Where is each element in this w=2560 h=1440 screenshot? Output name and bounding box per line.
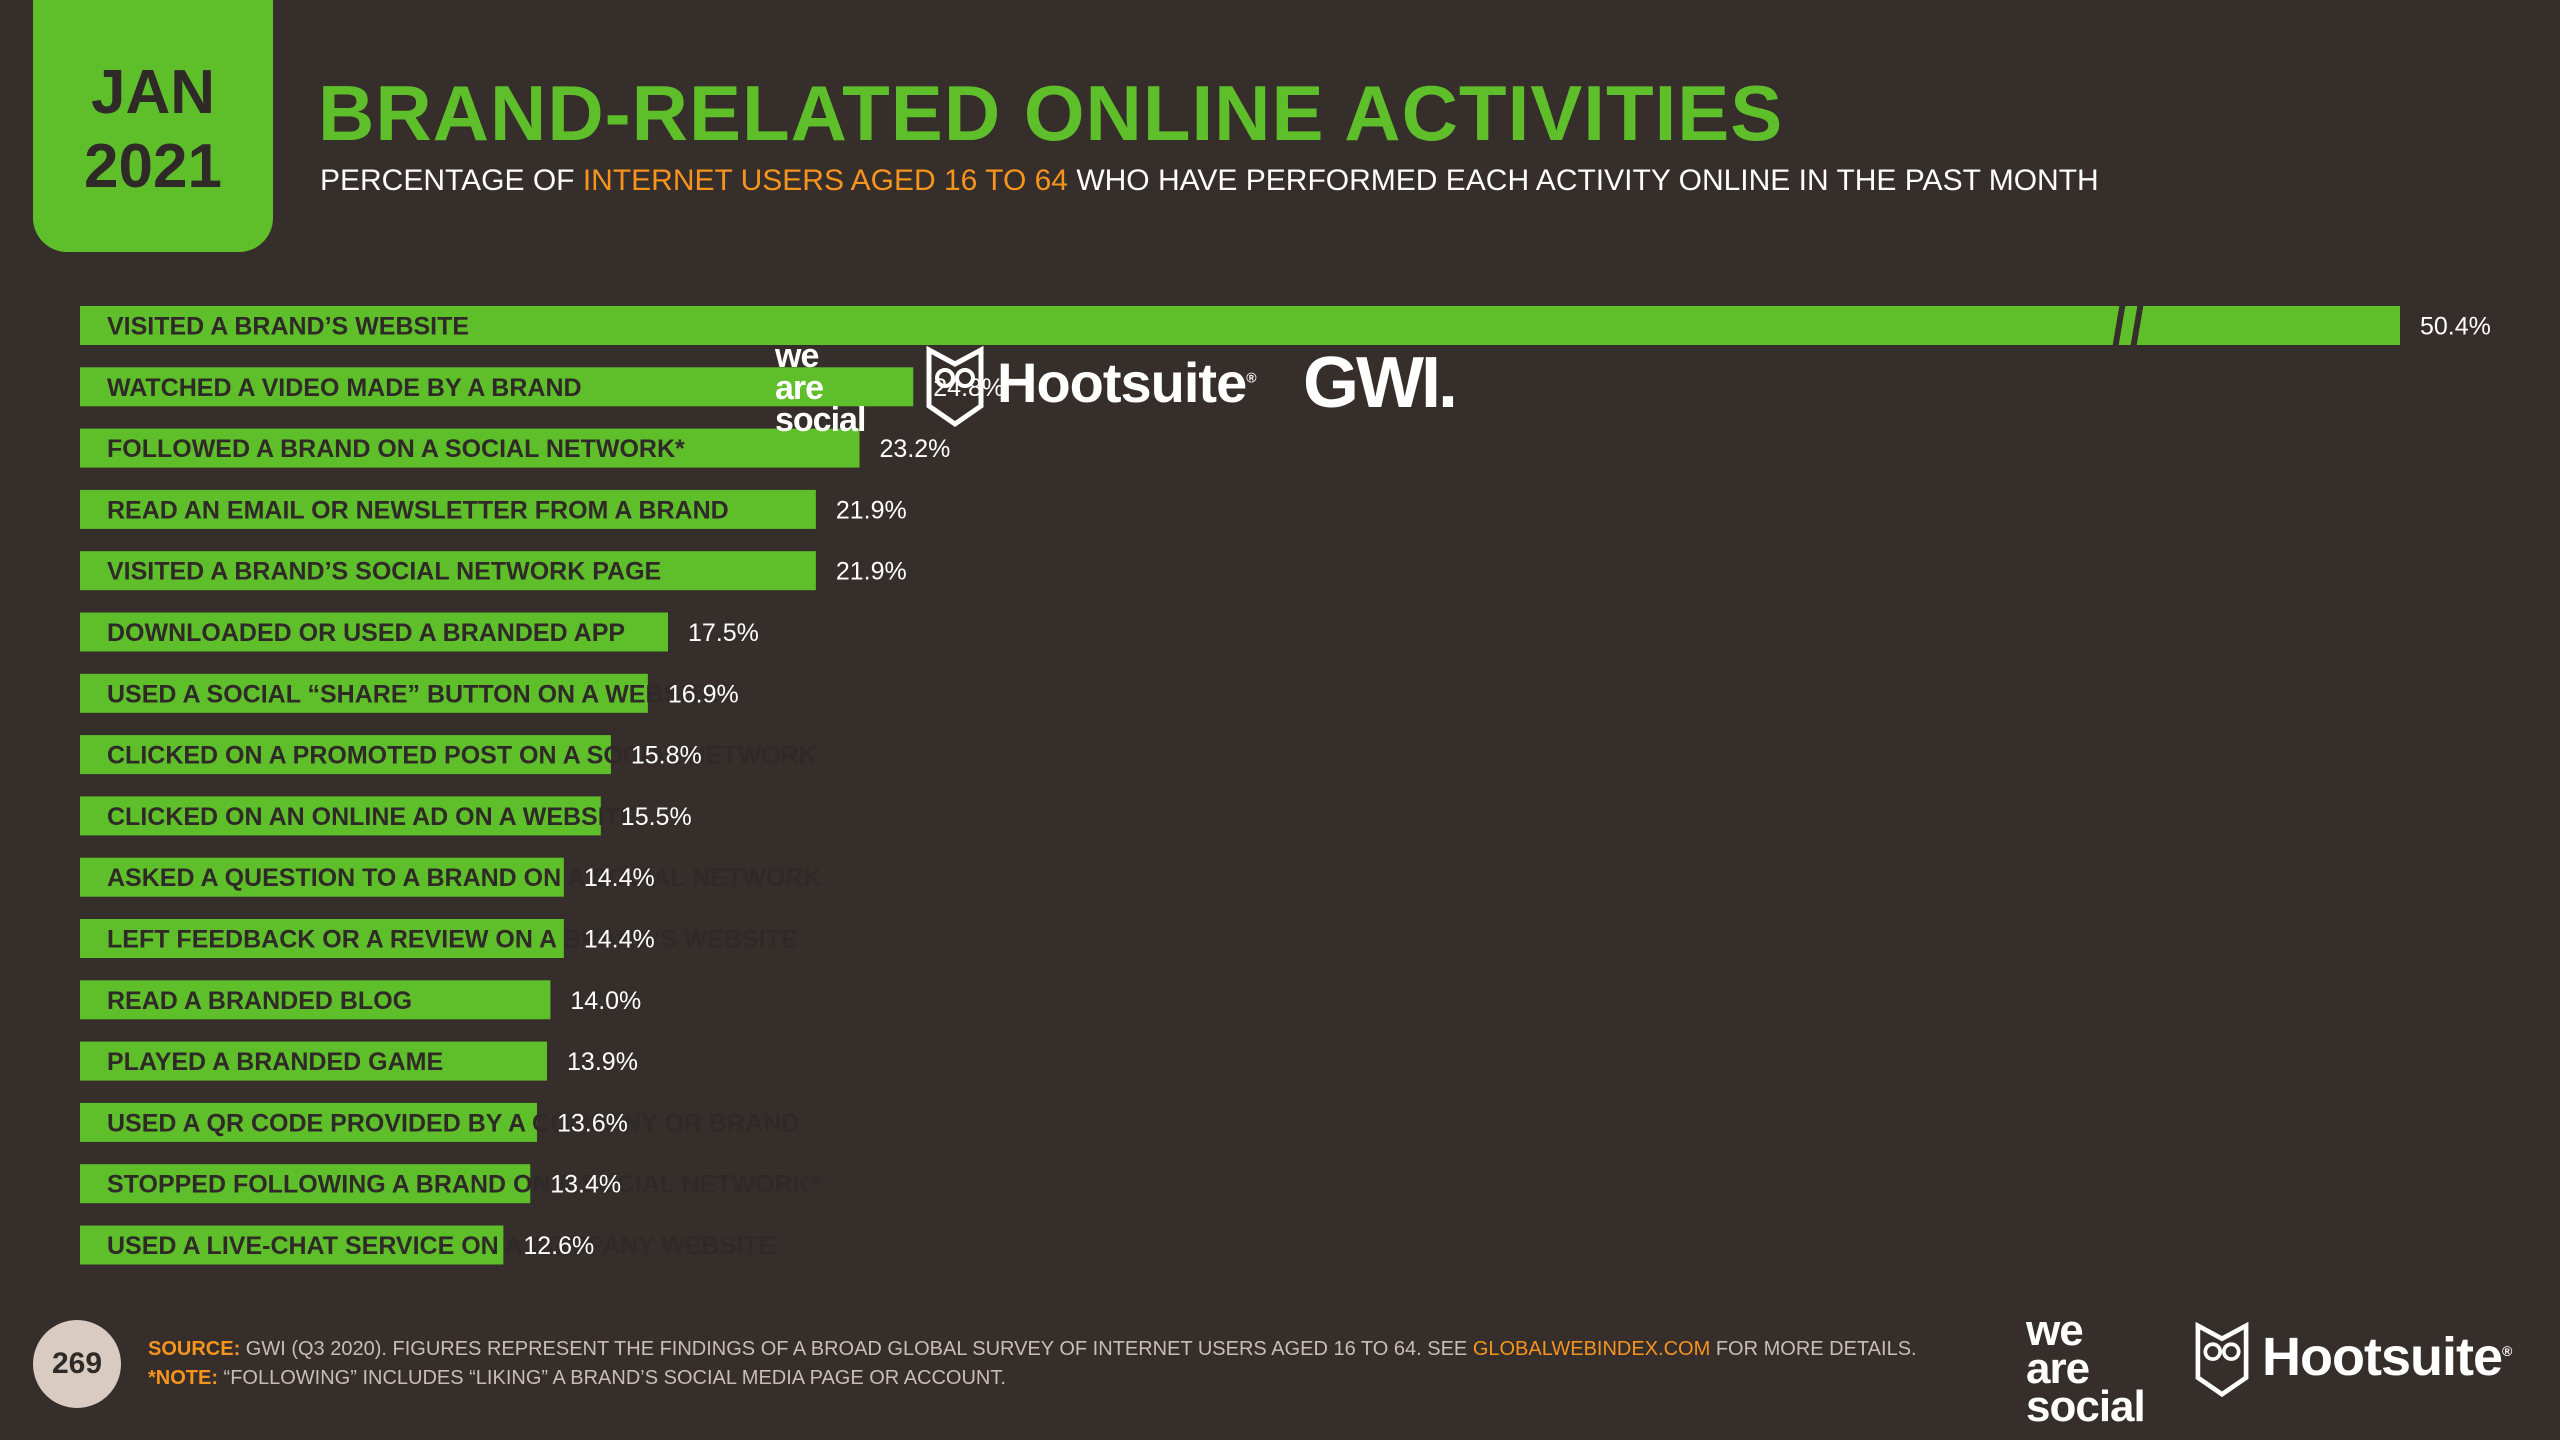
bar-label-16: USED A LIVE-CHAT SERVICE ON A COMPANY WE… [107, 1232, 775, 1260]
was-footer-line-2: are [2026, 1344, 2090, 1393]
bar-label-8: CLICKED ON A PROMOTED POST ON A SOCIAL N… [107, 742, 817, 770]
value-label-12: 14.0% [570, 987, 641, 1015]
value-label-15: 13.4% [550, 1171, 621, 1199]
was-line-3: social [775, 401, 866, 439]
bar-7 [80, 673, 648, 713]
source-text-2: FOR MORE DETAILS. [1710, 1338, 1917, 1360]
hootsuite-footer-logo: Hootsuite® [2262, 1326, 2512, 1388]
value-label-8: 15.8% [631, 742, 702, 770]
value-label-1: 50.4% [2420, 313, 2491, 341]
page-subtitle: PERCENTAGE OF INTERNET USERS AGED 16 TO … [320, 164, 2099, 198]
bar-8 [80, 735, 611, 775]
axis-break-mark-2 [2130, 302, 2144, 349]
bar-label-13: PLAYED A BRANDED GAME [107, 1048, 443, 1076]
note-text: “FOLLOWING” INCLUDES “LIKING” A BRAND’S … [218, 1367, 1006, 1389]
partner-logos: we are social Hootsuite® GWI. [775, 339, 1495, 437]
registered-mark: ® [1246, 369, 1256, 386]
value-label-11: 14.4% [584, 926, 655, 954]
bar-label-14: USED A QR CODE PROVIDED BY A COMPANY OR … [107, 1109, 799, 1137]
bar-4 [80, 489, 816, 529]
bar-11 [80, 919, 564, 958]
date-badge: JAN 2021 [33, 0, 273, 252]
bar-label-11: LEFT FEEDBACK OR A REVIEW ON A BRAND’S W… [107, 926, 798, 954]
bar-label-12: READ A BRANDED BLOG [107, 987, 412, 1015]
value-label-5: 21.9% [836, 558, 907, 586]
value-label-4: 21.9% [836, 496, 907, 524]
bar-label-9: CLICKED ON AN ONLINE AD ON A WEBSITE [107, 803, 637, 831]
hootsuite-owl-icon [926, 346, 984, 428]
note-tag: *NOTE: [148, 1367, 218, 1389]
bar-14 [80, 1102, 537, 1142]
bar-16 [80, 1225, 504, 1265]
footnotes: SOURCE: GWI (Q3 2020). FIGURES REPRESENT… [148, 1338, 1917, 1396]
bar-chart: VISITED A BRAND’S WEBSITE 50.4% WATCHED A … [80, 302, 2491, 1265]
value-label-7: 16.9% [668, 680, 739, 708]
hootsuite-footer-text: Hootsuite [2262, 1327, 2503, 1387]
axis-break-mark-1 [2112, 302, 2126, 349]
page-number: 269 [33, 1320, 121, 1408]
source-link[interactable]: GLOBALWEBINDEX.COM [1472, 1338, 1711, 1360]
bar-3 [80, 428, 860, 468]
value-label-10: 14.4% [584, 864, 655, 892]
page-title: BRAND-RELATED ONLINE ACTIVITIES [318, 69, 1784, 157]
bar-5 [80, 551, 816, 591]
bar-label-15: STOPPED FOLLOWING A BRAND ON A SOCIAL NE… [107, 1171, 821, 1199]
was-line-1: we [775, 337, 819, 375]
bar-1 [80, 306, 2400, 345]
gwi-logo: GWI. [1303, 343, 1458, 423]
source-tag: SOURCE: [148, 1338, 241, 1360]
note: *NOTE: “FOLLOWING” INCLUDES “LIKING” A B… [148, 1367, 1917, 1390]
bar-label-10: ASKED A QUESTION TO A BRAND ON A SOCIAL … [107, 864, 821, 892]
subtitle-prefix: PERCENTAGE OF [320, 164, 583, 197]
bar-label-3: FOLLOWED A BRAND ON A SOCIAL NETWORK* [107, 435, 685, 463]
bar-label-1: VISITED A BRAND’S WEBSITE [107, 313, 469, 341]
bar-2 [80, 367, 914, 407]
value-label-3: 23.2% [880, 435, 951, 463]
bar-label-4: READ AN EMAIL OR NEWSLETTER FROM A BRAND [107, 496, 729, 524]
source-text-1: GWI (Q3 2020). FIGURES REPRESENT THE FIN… [240, 1338, 1473, 1360]
bar-label-2: WATCHED A VIDEO MADE BY A BRAND [107, 374, 582, 402]
bar-10 [80, 857, 564, 897]
was-footer-line-1: we [2026, 1306, 2084, 1355]
date-month: JAN [90, 58, 216, 127]
subtitle-suffix: WHO HAVE PERFORMED EACH ACTIVITY ONLINE … [1067, 164, 2099, 197]
bar-label-5: VISITED A BRAND’S SOCIAL NETWORK PAGE [107, 558, 661, 586]
bar-6 [80, 612, 668, 652]
registered-footer-mark: ® [2502, 1343, 2512, 1359]
bar-label-6: DOWNLOADED OR USED A BRANDED APP [107, 619, 625, 647]
bar-12 [80, 980, 551, 1020]
bar-13 [80, 1041, 548, 1081]
hootsuite-text: Hootsuite [997, 351, 1247, 414]
value-label-13: 13.9% [567, 1048, 638, 1076]
bar-label-7: USED A SOCIAL “SHARE” BUTTON ON A WEBSIT… [107, 680, 719, 708]
value-label-14: 13.6% [557, 1109, 628, 1137]
was-footer-line-3: social [2026, 1382, 2146, 1431]
hootsuite-footer-owl-icon [2195, 1322, 2249, 1398]
bar-9 [80, 796, 601, 836]
we-are-social-footer-logo: we are social [2026, 1306, 2146, 1431]
was-line-2: are [775, 369, 824, 407]
value-label-16: 12.6% [523, 1232, 594, 1260]
value-label-6: 17.5% [688, 619, 759, 647]
value-label-9: 15.5% [621, 803, 692, 831]
bar-15 [80, 1164, 531, 1204]
source-note: SOURCE: GWI (Q3 2020). FIGURES REPRESENT… [148, 1338, 1917, 1361]
date-year: 2021 [84, 132, 222, 201]
subtitle-highlight: INTERNET USERS AGED 16 TO 64 [582, 164, 1068, 197]
we-are-social-logo: we are social [775, 337, 866, 439]
hootsuite-logo: Hootsuite® [997, 350, 1257, 415]
